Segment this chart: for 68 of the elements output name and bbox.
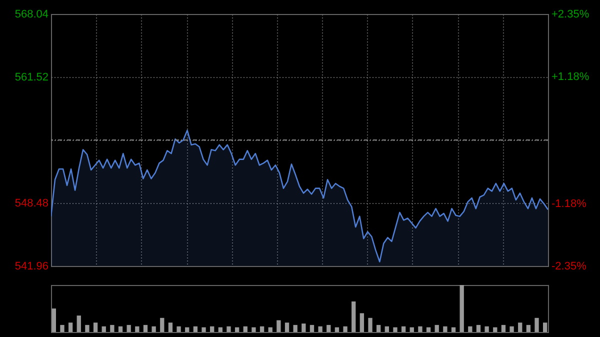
bar <box>352 301 356 332</box>
bar <box>376 324 381 332</box>
bar <box>426 327 431 332</box>
y-tick-label: 541.96 <box>14 260 48 272</box>
bar <box>252 327 256 332</box>
bar <box>368 318 372 332</box>
bar <box>360 313 364 332</box>
bar <box>334 327 340 332</box>
bar <box>310 324 314 332</box>
bar <box>152 326 156 332</box>
bar <box>276 320 281 332</box>
bar <box>218 327 222 332</box>
bar <box>243 326 248 332</box>
y-tick-label: 568.04 <box>14 8 48 20</box>
bar <box>343 326 348 332</box>
bar <box>60 324 64 332</box>
bar <box>434 324 439 332</box>
bar <box>460 285 464 332</box>
bar <box>202 327 206 332</box>
bar <box>135 326 140 332</box>
bar <box>226 326 231 332</box>
y2-tick-label: +2.35% <box>552 8 590 20</box>
bar <box>543 322 548 332</box>
bar <box>102 326 106 332</box>
bar <box>110 324 114 332</box>
bar <box>93 322 98 332</box>
bar <box>293 324 298 332</box>
bar <box>68 322 73 332</box>
bar <box>384 326 389 332</box>
bar <box>193 326 198 332</box>
bar <box>85 324 90 332</box>
bar <box>468 326 472 332</box>
bar <box>302 324 306 332</box>
bar <box>234 327 240 332</box>
bar <box>185 327 190 332</box>
bar <box>76 316 81 332</box>
bar <box>393 327 398 332</box>
bar <box>326 324 331 332</box>
bar <box>476 324 481 332</box>
bar <box>160 318 164 332</box>
bar <box>260 326 264 332</box>
bar <box>501 324 506 332</box>
bar <box>126 324 131 332</box>
y2-tick-label: +1.18% <box>552 71 590 84</box>
bar <box>284 322 290 332</box>
bar <box>443 326 448 332</box>
bar <box>451 327 456 332</box>
bar <box>418 326 422 332</box>
bar <box>534 318 539 332</box>
bar <box>210 326 214 332</box>
bar <box>143 324 148 332</box>
bar <box>493 327 498 332</box>
bar <box>518 322 522 332</box>
y2-tick-label: -1.18% <box>552 198 587 210</box>
bar <box>526 324 531 332</box>
y-tick-label: 561.52 <box>14 72 48 84</box>
bar <box>52 308 56 332</box>
bar <box>318 326 322 332</box>
bar <box>484 326 489 332</box>
y2-tick-label: -2.35% <box>552 260 587 272</box>
bar <box>268 327 272 332</box>
y-tick-label: 548.48 <box>14 198 48 210</box>
bar <box>118 326 123 332</box>
bar <box>410 327 414 332</box>
bar <box>176 326 181 332</box>
bar <box>510 326 514 332</box>
bar <box>401 326 406 332</box>
bar <box>168 322 173 332</box>
